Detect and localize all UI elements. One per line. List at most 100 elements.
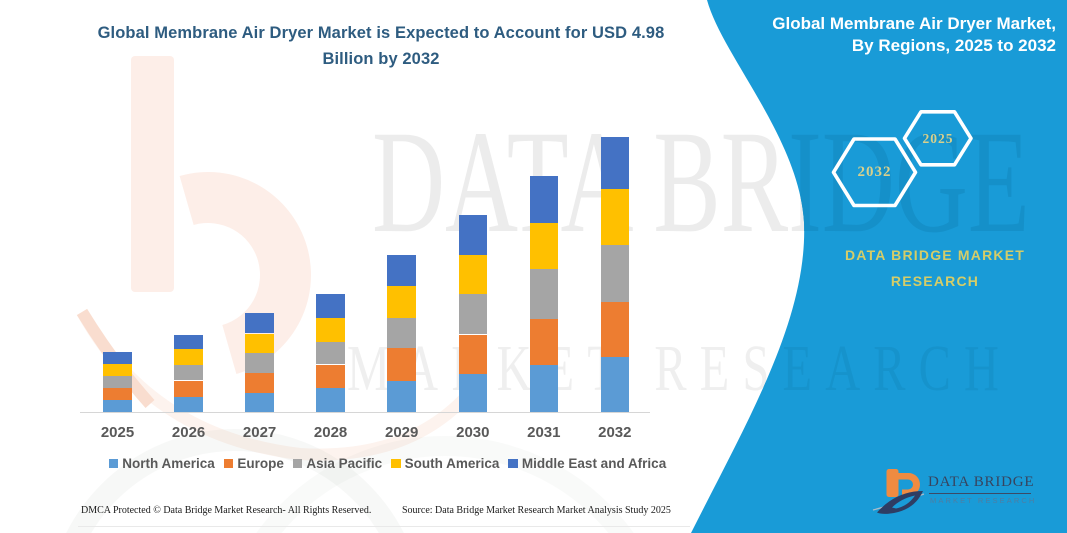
bar-segment-2027-north-america [245, 393, 274, 412]
logo-b-icon [872, 469, 925, 514]
bar-segment-2032-europe [600, 302, 630, 358]
x-axis-line [80, 412, 650, 413]
bar-segment-2031-europe [529, 318, 558, 366]
copyright-text: DMCA Protected © Data Bridge Market Rese… [81, 505, 372, 516]
bar-segment-2030-south-america [458, 254, 487, 294]
legend-swatch-icon [108, 458, 119, 469]
bar-segment-2025-south-america [103, 364, 132, 377]
legend-swatch-icon [508, 458, 518, 469]
bar-segment-2029-asia-pacific [387, 318, 416, 348]
legend-label: South America [404, 456, 500, 471]
legend-item-asia-pacific: Asia Pacific [292, 456, 383, 471]
bottom-rule-line [78, 526, 690, 527]
hexagons [831, 109, 973, 208]
logo-underline [929, 492, 1031, 494]
legend-label: Middle East and Africa [521, 456, 667, 471]
bar-segment-2025-north-america [103, 400, 132, 412]
bar-segment-2025-europe [103, 388, 132, 400]
panel-brand-line1: DATA BRIDGE MARKET [845, 247, 1025, 263]
bar-segment-2027-asia-pacific [245, 353, 274, 373]
bar-segment-2032-middle-east-and-africa [600, 137, 630, 189]
legend-swatch-icon [223, 458, 234, 469]
bar-segment-2028-south-america [316, 318, 345, 343]
x-axis-label-2030: 2030 [456, 424, 490, 441]
hexagon-2025 [902, 109, 973, 167]
bar-segment-2025-asia-pacific [103, 376, 132, 389]
bar-segment-2032-asia-pacific [600, 245, 630, 302]
bar-segment-2027-south-america [245, 333, 274, 354]
faint-arc-watermarks [66, 429, 634, 533]
x-axis-label-2031: 2031 [527, 424, 561, 441]
logo-name-text: DATA BRIDGE [928, 474, 1035, 490]
bar-segment-2031-asia-pacific [529, 269, 558, 319]
source-text: Source: Data Bridge Market Research Mark… [402, 505, 671, 516]
bar-segment-2028-asia-pacific [316, 342, 345, 365]
bar-segment-2028-europe [316, 364, 345, 389]
bar-segment-2029-south-america [387, 286, 416, 319]
bar-segment-2031-middle-east-and-africa [529, 175, 558, 223]
x-axis-label-2026: 2026 [171, 424, 206, 441]
bar-segment-2030-north-america [458, 373, 487, 412]
b-logo-watermark [76, 56, 478, 461]
hexagon-outlines [831, 109, 973, 208]
bar-segment-2029-europe [387, 348, 416, 381]
panel-brand-text: DATA BRIDGE MARKET RESEARCH [820, 242, 1050, 294]
hexagon-2032-label: 2032 [857, 164, 892, 180]
x-axis-label-2025: 2025 [100, 424, 135, 441]
x-axis-label-2032: 2032 [598, 424, 632, 441]
faint-arc-left [66, 429, 404, 533]
bar-segment-2027-europe [245, 372, 274, 394]
bar-segment-2026-europe [174, 380, 203, 398]
side-panel-title-line1: Global Membrane Air Dryer Market, [772, 14, 1056, 33]
bar-segment-2029-north-america [387, 381, 416, 412]
bar-segment-2028-north-america [316, 388, 345, 412]
bar-segment-2031-north-america [529, 365, 558, 412]
chart-title: Global Membrane Air Dryer Market is Expe… [36, 20, 726, 72]
bar-segment-2030-middle-east-and-africa [458, 214, 487, 255]
logo-tagline-text: MARKET RESEARCH [930, 496, 1037, 505]
hexagon-2025-label: 2025 [922, 131, 954, 146]
bar-segment-2026-north-america [174, 397, 203, 412]
dbmr-logo-mark [872, 469, 925, 514]
legend-label: Europe [237, 456, 284, 471]
b-watermark-bowl [179, 172, 311, 375]
side-panel-shape [691, 0, 1067, 533]
b-watermark-stem [131, 56, 174, 292]
bar-segment-2032-south-america [600, 189, 630, 246]
legend-swatch-icon [292, 458, 303, 469]
bar-segment-2026-middle-east-and-africa [174, 334, 203, 349]
bar-segment-2030-asia-pacific [458, 293, 487, 335]
bar-segment-2031-south-america [529, 222, 558, 270]
legend-item-south-america: South America [391, 456, 499, 471]
x-axis-label-2027: 2027 [242, 424, 277, 441]
legend-item-north-america: North America [108, 456, 215, 471]
bar-segment-2029-middle-east-and-africa [387, 254, 416, 286]
legend-item-middle-east-and-africa: Middle East and Africa [508, 456, 666, 471]
bar-segment-2028-middle-east-and-africa [316, 293, 345, 319]
legend-item-europe: Europe [223, 456, 284, 471]
bar-segment-2030-europe [458, 334, 487, 374]
legend-swatch-icon [391, 458, 401, 469]
chart-title-line2: Billion by 2032 [322, 50, 440, 68]
legend-label: North America [122, 456, 215, 471]
panel-brand-line2: RESEARCH [890, 273, 980, 289]
hexagon-2032 [831, 137, 918, 208]
side-panel-title: Global Membrane Air Dryer Market, By Reg… [736, 13, 1056, 57]
bar-segment-2027-middle-east-and-africa [245, 312, 274, 334]
side-panel-title-line2: By Regions, 2025 to 2032 [851, 36, 1056, 55]
logo-leaf-hole [892, 495, 915, 509]
bar-segment-2032-north-america [600, 357, 630, 412]
logo-b-bowl [898, 472, 920, 497]
bar-segment-2026-south-america [174, 349, 203, 365]
chart-legend: North America Europe Asia Pacific South Ame… [0, 456, 775, 471]
bar-segment-2025-middle-east-and-africa [103, 352, 132, 365]
x-axis-label-2028: 2028 [313, 424, 348, 441]
bar-segment-2026-asia-pacific [174, 364, 203, 381]
chart-title-line1: Global Membrane Air Dryer Market is Expe… [97, 24, 665, 42]
faint-arc-right [256, 436, 634, 533]
x-axis-label-2029: 2029 [385, 424, 419, 441]
legend-label: Asia Pacific [306, 456, 383, 471]
